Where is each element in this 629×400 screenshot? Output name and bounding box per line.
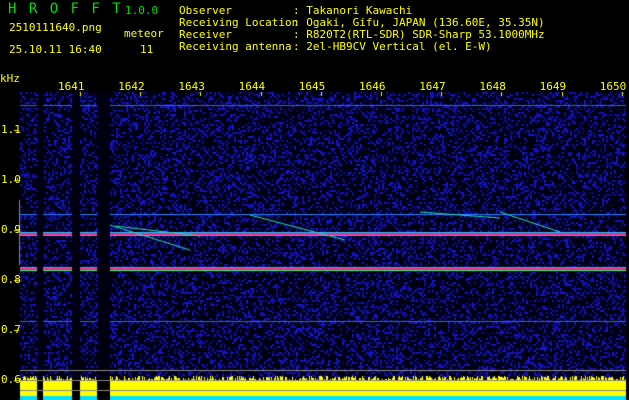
y-tick-label: 0.8 (1, 273, 21, 286)
meteor-count: 11 (140, 43, 154, 56)
info-label: Receiving antenna (179, 40, 292, 53)
y-tick-label: 0.9 (1, 223, 21, 236)
info-value: : Takanori Kawachi (293, 4, 413, 17)
meteor-label: meteor (124, 27, 164, 40)
y-unit-label: kHz (0, 72, 20, 85)
x-tick-label: 1646 (359, 80, 386, 93)
x-tick-label: 1641 (58, 80, 85, 93)
info-value: : 2el-HB9CV Vertical (el. E-W) (293, 40, 492, 53)
x-tick-label: 1647 (419, 80, 446, 93)
y-tick-label: 1.1 (1, 123, 21, 136)
info-value: : R820T2(RTL-SDR) SDR-Sharp 53.1000MHz (293, 28, 545, 41)
y-tick-label: 1.0 (1, 173, 21, 186)
info-label: Observer (179, 4, 232, 17)
file-name: 2510111640.png (9, 21, 102, 34)
x-tick-label: 1645 (298, 80, 326, 93)
info-label: Receiver (179, 28, 232, 41)
app-version: 1.0.0 (125, 4, 159, 17)
app-title: H R O F F T (8, 1, 123, 17)
x-tick-label: 1649 (539, 80, 567, 93)
info-value: : Ogaki, Gifu, JAPAN (136.60E, 35.35N) (293, 16, 545, 29)
x-tick-label: 1644 (238, 80, 266, 93)
info-label: Receiving Location (179, 16, 299, 29)
x-tick-label: 1650 (599, 80, 627, 93)
file-datetime: 25.10.11 16:40 (9, 43, 102, 56)
x-tick-label: 1643 (178, 80, 205, 93)
x-tick-label: 1648 (479, 80, 506, 93)
y-tick-label: 0.7 (1, 323, 21, 336)
x-tick-label: 1642 (118, 80, 145, 93)
y-tick-label: 0.6 (1, 373, 21, 386)
